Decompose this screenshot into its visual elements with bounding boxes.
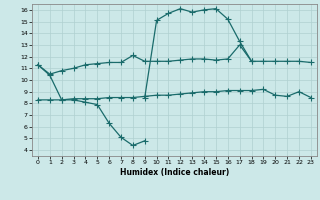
X-axis label: Humidex (Indice chaleur): Humidex (Indice chaleur) (120, 168, 229, 177)
